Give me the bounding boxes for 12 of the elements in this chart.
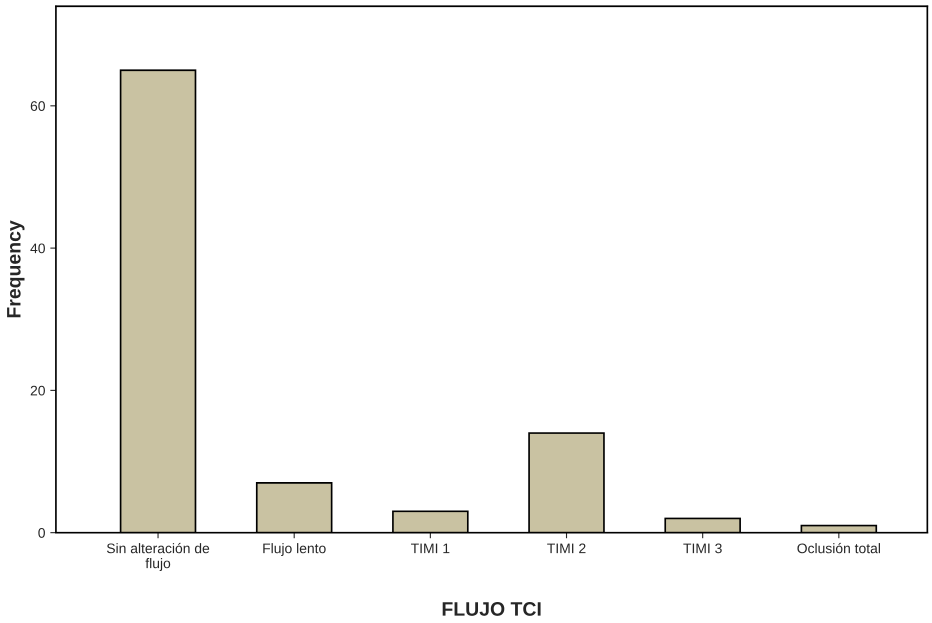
x-tick-label: TIMI 3: [683, 543, 722, 554]
y-tick-label: 40: [30, 243, 45, 254]
x-axis-title: FLUJO TCI: [442, 602, 541, 616]
y-tick-label: 0: [38, 528, 45, 538]
x-tick-label: TIMI 2: [547, 543, 586, 554]
x-tick-label: TIMI 1: [410, 544, 450, 554]
y-tick-label: 60: [30, 101, 45, 111]
y-tick-label: 20: [30, 386, 45, 396]
x-tick-label: Sin alteración de flujo: [106, 542, 210, 571]
x-tick-label: Flujo lento: [263, 543, 326, 556]
y-axis-title: Frequency: [7, 220, 24, 318]
x-tick-label: Oclusión total: [797, 542, 880, 554]
